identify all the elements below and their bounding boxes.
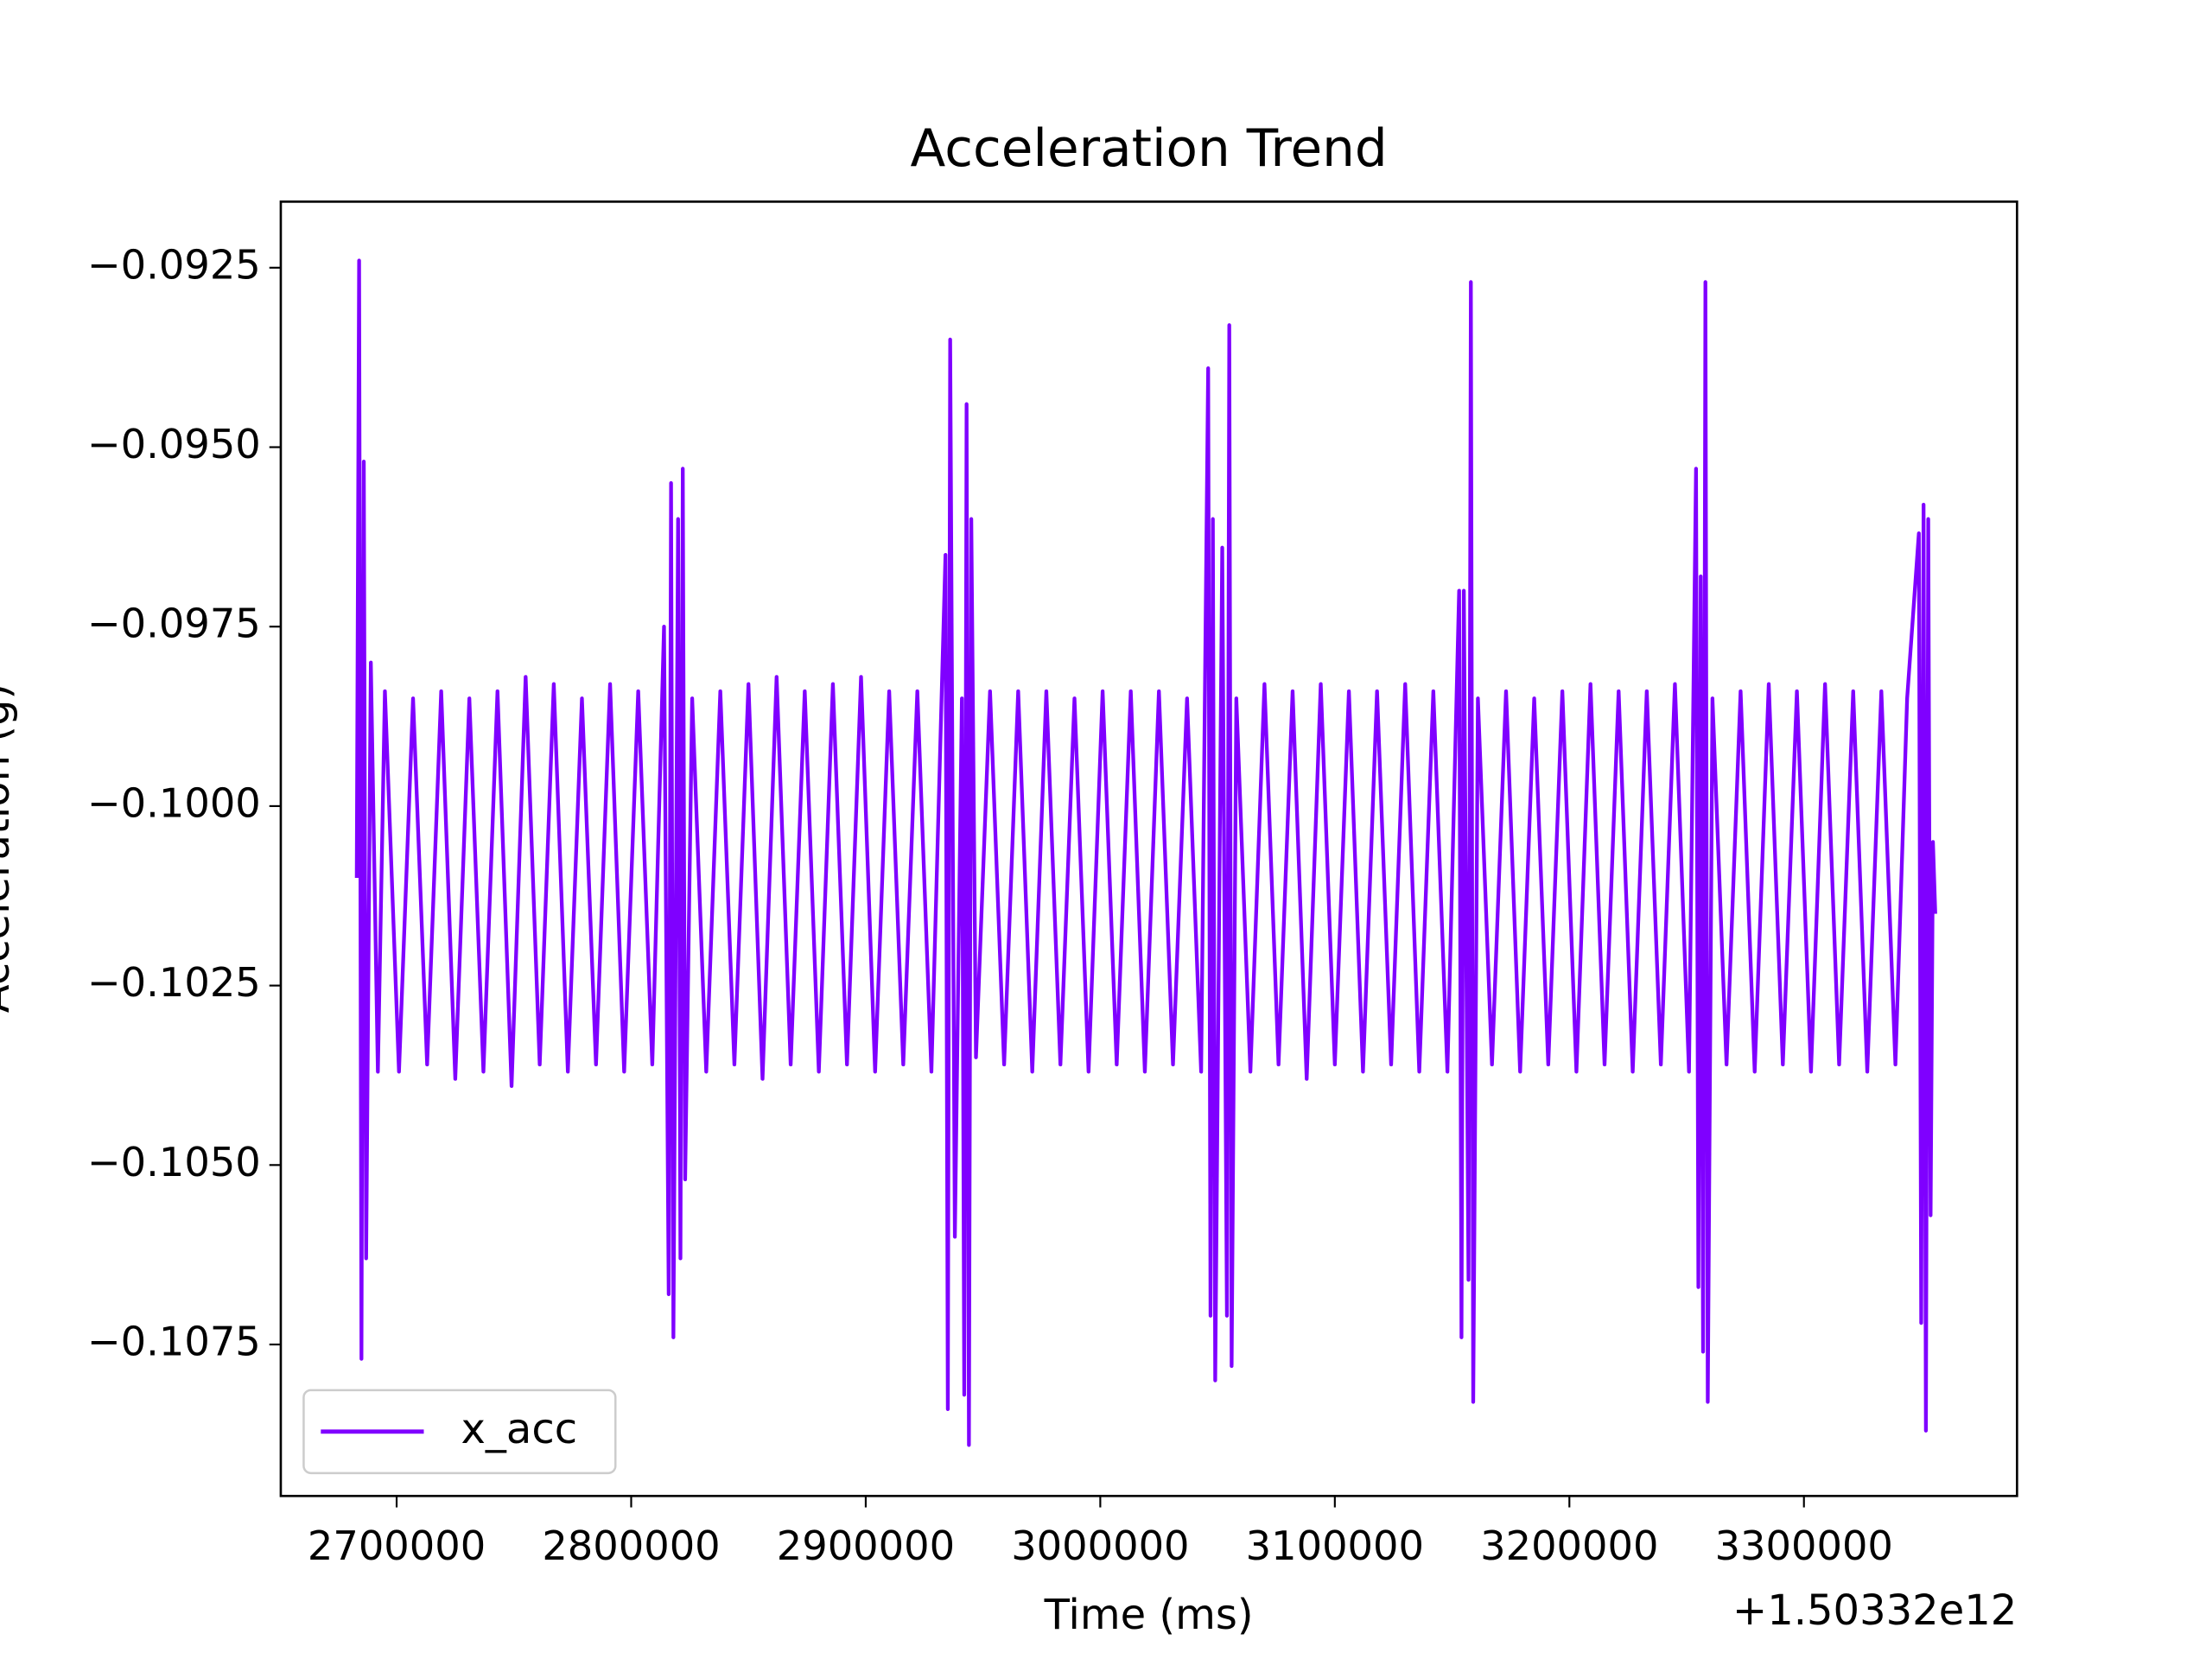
x-tick-label: 3300000 bbox=[1715, 1522, 1893, 1569]
legend-label: x_acc bbox=[461, 1405, 578, 1453]
x-tick-label: 3200000 bbox=[1480, 1522, 1658, 1569]
x-axis-label: Time (ms) bbox=[1044, 1591, 1254, 1639]
x-tick-label: 2800000 bbox=[542, 1522, 720, 1569]
y-tick-label: −0.1050 bbox=[87, 1139, 261, 1185]
x-tick-label: 2900000 bbox=[777, 1522, 955, 1569]
plot-frame bbox=[279, 200, 2018, 1497]
data-line bbox=[354, 258, 1937, 1447]
chart-title: Acceleration Trend bbox=[911, 119, 1388, 179]
legend: x_acc bbox=[302, 1389, 617, 1475]
x-tick-label: 3100000 bbox=[1246, 1522, 1424, 1569]
x-tick-label: 3000000 bbox=[1011, 1522, 1189, 1569]
legend-box bbox=[302, 1389, 617, 1475]
y-tick-label: −0.1000 bbox=[87, 779, 261, 826]
y-tick-label: −0.0950 bbox=[87, 421, 261, 467]
y-axis-label: Acceleration (g) bbox=[0, 683, 19, 1013]
x-offset-text: +1.50332e12 bbox=[1732, 1586, 2017, 1635]
y-tick-label: −0.0975 bbox=[87, 601, 261, 647]
x-tick-label: 2700000 bbox=[308, 1522, 486, 1569]
y-tick-label: −0.1075 bbox=[87, 1319, 261, 1365]
y-tick-label: −0.1025 bbox=[87, 959, 261, 1006]
y-tick-label: −0.0925 bbox=[87, 241, 261, 288]
